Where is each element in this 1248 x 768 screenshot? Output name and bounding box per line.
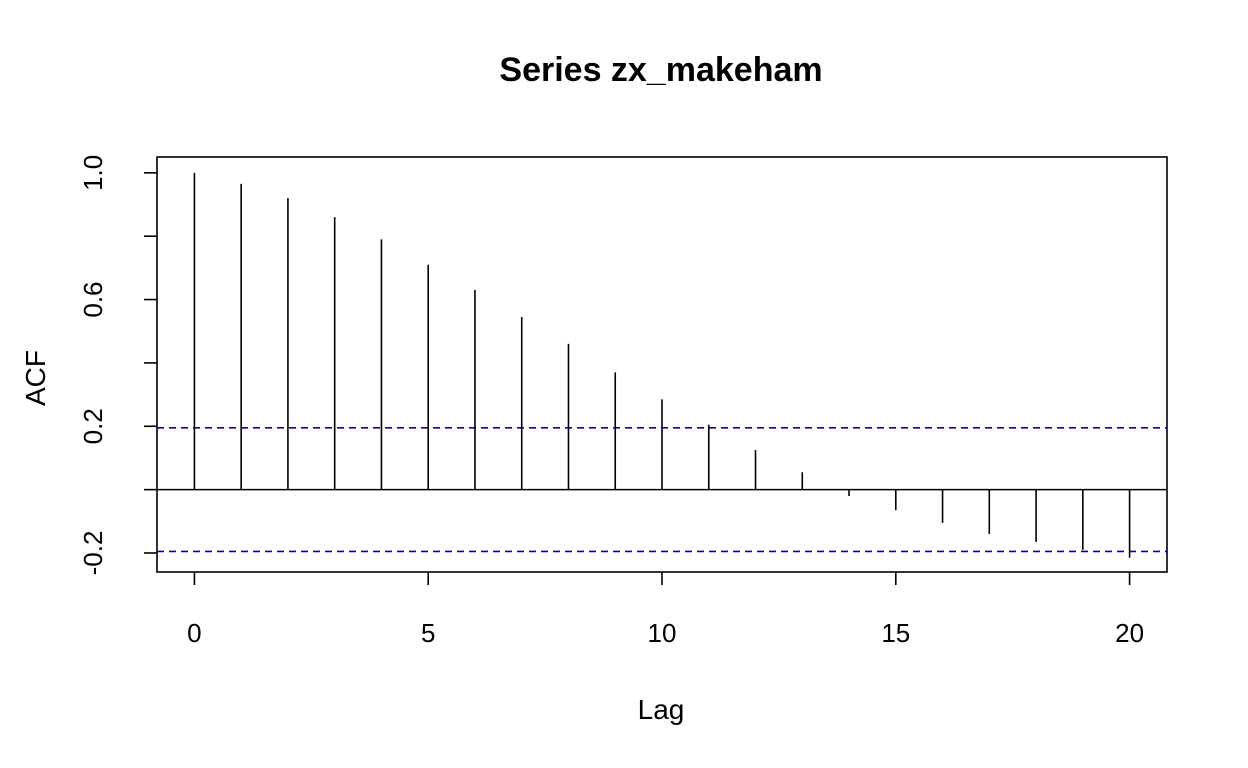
- y-axis-label: ACF: [20, 350, 51, 406]
- y-tick-label-0.6: 0.6: [78, 281, 108, 317]
- x-axis-label: Lag: [638, 694, 685, 725]
- plot-frame: [156, 156, 1168, 573]
- x-tick-label-10: 10: [648, 618, 677, 648]
- y-tick-label-0.2: 0.2: [78, 408, 108, 444]
- x-tick-label-20: 20: [1115, 618, 1144, 648]
- x-tick-label-0: 0: [187, 618, 201, 648]
- x-tick-label-5: 5: [421, 618, 435, 648]
- chart-title: Series zx_makeham: [499, 51, 822, 89]
- x-tick-label-15: 15: [881, 618, 910, 648]
- plot-area: 0 5 10 15 20 -0.2 0.2 0.6 1.0: [78, 155, 1168, 648]
- y-tick-label--0.2: -0.2: [78, 531, 108, 576]
- y-tick-label-1: 1.0: [78, 155, 108, 191]
